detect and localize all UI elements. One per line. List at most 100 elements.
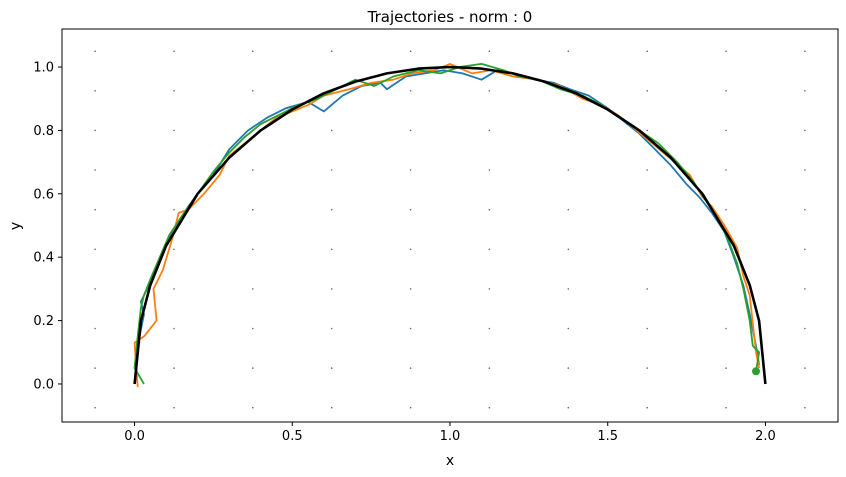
grid-dot: [488, 50, 491, 52]
grid-dot: [409, 327, 412, 330]
grid-dot: [173, 169, 175, 171]
grid-dot: [646, 50, 648, 52]
y-tick-label: 0.8: [33, 124, 54, 139]
grid-dot: [725, 327, 727, 330]
grid-dot: [646, 367, 648, 369]
grid-dot: [252, 406, 254, 409]
grid-dot: [94, 327, 96, 330]
grid-dot: [409, 169, 412, 171]
grid-dot: [173, 288, 175, 290]
grid-dot: [646, 406, 648, 409]
grid-dot: [330, 367, 333, 369]
grid-dot: [725, 169, 727, 171]
grid-dot: [567, 406, 570, 409]
grid-dot: [330, 406, 333, 409]
grid-dot: [567, 169, 570, 171]
reference-curve: [133, 65, 767, 385]
grid-dot: [252, 327, 254, 330]
chart-title: Trajectories - norm : 0: [367, 8, 533, 26]
grid-dot: [94, 90, 96, 92]
grid-dot: [330, 327, 333, 330]
grid-dot: [252, 367, 254, 369]
grid-dot: [567, 367, 570, 369]
x-tick-label: 1.0: [440, 429, 461, 444]
grid-dot: [252, 208, 254, 211]
grid-dot: [252, 90, 254, 92]
grid-dot: [567, 208, 570, 211]
grid-dot: [330, 50, 333, 52]
grid-dot: [94, 367, 96, 369]
y-tick-label: 0.0: [33, 377, 54, 392]
grid-dot: [804, 248, 806, 251]
grid-dot: [94, 288, 96, 290]
grid-dot: [173, 248, 175, 251]
grid-dot: [330, 248, 333, 251]
grid-dot: [488, 288, 491, 290]
grid-dot: [330, 129, 333, 132]
grid-dot: [725, 367, 727, 369]
grid-dot: [252, 169, 254, 171]
grid-dot: [567, 327, 570, 330]
grid-dot: [804, 327, 806, 330]
y-tick-label: 0.4: [33, 251, 54, 266]
grid-dot: [725, 50, 727, 52]
grid-dot: [94, 406, 96, 409]
grid-dot: [567, 288, 570, 290]
grid-dot: [488, 129, 491, 132]
grid-dot: [725, 129, 727, 132]
grid-dot: [725, 406, 727, 409]
grid-dot: [567, 129, 570, 132]
x-tick-label: 2.0: [755, 429, 776, 444]
grid-dot: [409, 248, 412, 251]
grid-dot: [804, 288, 806, 290]
grid-dot: [488, 90, 491, 92]
grid-dot: [488, 169, 491, 171]
grid-dot: [409, 129, 412, 132]
grid-dot: [804, 406, 806, 409]
grid-dot: [646, 129, 648, 132]
y-axis-ticks: 0.0 0.2 0.4 0.6 0.8 1.0: [33, 61, 62, 392]
grid-dot: [725, 90, 727, 92]
grid-dot: [94, 129, 96, 132]
grid-points: [94, 50, 806, 409]
grid-dot: [567, 248, 570, 251]
grid-dot: [330, 288, 333, 290]
grid-dot: [646, 90, 648, 92]
plot-area: [62, 29, 838, 422]
grid-dot: [409, 367, 412, 369]
grid-dot: [646, 169, 648, 171]
grid-dot: [409, 288, 412, 290]
grid-dot: [173, 367, 175, 369]
x-tick-label: 1.5: [597, 429, 618, 444]
x-tick-label: 0.0: [124, 429, 145, 444]
grid-dot: [94, 169, 96, 171]
grid-dot: [804, 169, 806, 171]
grid-dot: [252, 50, 254, 52]
grid-dot: [94, 248, 96, 251]
series-layer: [133, 63, 767, 388]
grid-dot: [804, 90, 806, 92]
grid-dot: [173, 327, 175, 330]
grid-dot: [409, 50, 412, 52]
grid-dot: [173, 129, 175, 132]
grid-dot: [488, 367, 491, 369]
x-axis-ticks: 0.0 0.5 1.0 1.5 2.0: [124, 422, 776, 444]
series-end-marker: [752, 367, 760, 376]
grid-dot: [488, 248, 491, 251]
grid-dot: [488, 327, 491, 330]
x-axis-label: x: [446, 453, 454, 469]
grid-dot: [94, 50, 96, 52]
grid-dot: [173, 406, 175, 409]
grid-dot: [409, 406, 412, 409]
grid-dot: [646, 327, 648, 330]
grid-dot: [330, 169, 333, 171]
grid-dot: [646, 248, 648, 251]
grid-dot: [646, 288, 648, 290]
grid-dot: [646, 208, 648, 211]
grid-dot: [804, 129, 806, 132]
grid-dot: [804, 208, 806, 211]
grid-dot: [252, 288, 254, 290]
grid-dot: [94, 208, 96, 211]
grid-dot: [725, 208, 727, 211]
